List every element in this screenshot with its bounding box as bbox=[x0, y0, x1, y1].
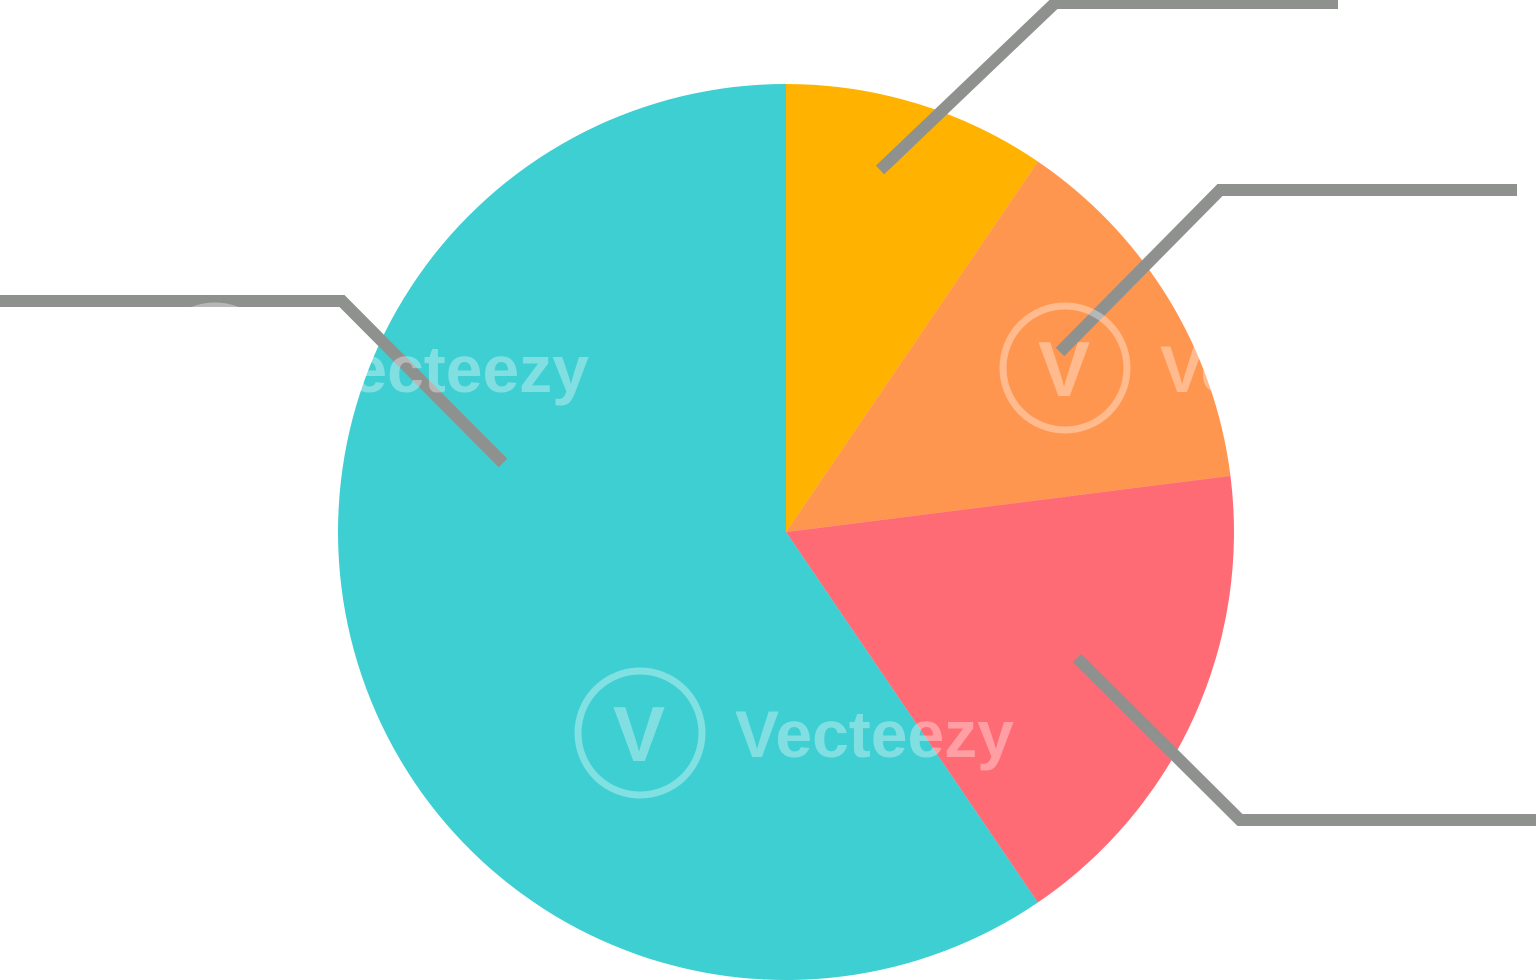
leader-line-right-upper bbox=[1055, 184, 1517, 357]
watermark-logo-glyph: V bbox=[188, 325, 240, 413]
watermark-tile: V Vecteezy bbox=[574, 667, 1014, 799]
pie-slice-orange bbox=[786, 161, 1231, 532]
leader-line-top bbox=[875, 0, 1338, 175]
watermark-tile: V Vecteezy bbox=[574, 0, 1014, 69]
watermark-logo-glyph: V bbox=[1038, 325, 1090, 413]
watermark-label: Vecteezy bbox=[0, 697, 279, 771]
watermark-tile: V bbox=[1424, 0, 1536, 69]
watermark-logo-icon bbox=[999, 302, 1131, 434]
watermark-tile: V Vecteezy bbox=[149, 302, 589, 434]
watermark-logo-icon bbox=[574, 0, 706, 69]
watermark-label: Vecteezy bbox=[735, 0, 1014, 41]
watermark-logo-icon bbox=[574, 667, 706, 799]
leader-line-right-lower bbox=[1072, 653, 1536, 826]
leader-line-left bbox=[0, 295, 508, 468]
watermark-tile: Vecteezy bbox=[0, 0, 279, 41]
watermark-logo-glyph: V bbox=[613, 0, 665, 48]
watermark: V Vecteezy V Vecteezy V Vecteezy V Vecte… bbox=[0, 0, 1536, 795]
watermark-logo-glyph: V bbox=[1463, 690, 1515, 778]
watermark-logo-icon bbox=[1424, 667, 1536, 799]
watermark-label: Vecteezy bbox=[310, 332, 589, 406]
watermark-label: Vecteezy bbox=[0, 0, 279, 41]
watermark-label: Vecteezy bbox=[1160, 332, 1439, 406]
watermark-tile: V Vecteezy bbox=[999, 302, 1439, 434]
watermark-tile: V bbox=[1424, 667, 1536, 799]
watermark-label: Vecteezy bbox=[735, 697, 1014, 771]
watermark-logo-glyph: V bbox=[613, 690, 665, 778]
pie-slice-coral bbox=[786, 475, 1234, 903]
watermark-logo-glyph: V bbox=[1463, 0, 1515, 48]
watermark-logo-icon bbox=[1424, 0, 1536, 69]
pie-slices bbox=[338, 84, 1234, 980]
watermark-tile: Vecteezy bbox=[0, 697, 279, 771]
watermark-logo-icon bbox=[149, 302, 281, 434]
pie-slice-teal bbox=[338, 84, 1038, 980]
leader-lines bbox=[0, 0, 1536, 826]
pie-slice-yellow bbox=[786, 84, 1038, 532]
